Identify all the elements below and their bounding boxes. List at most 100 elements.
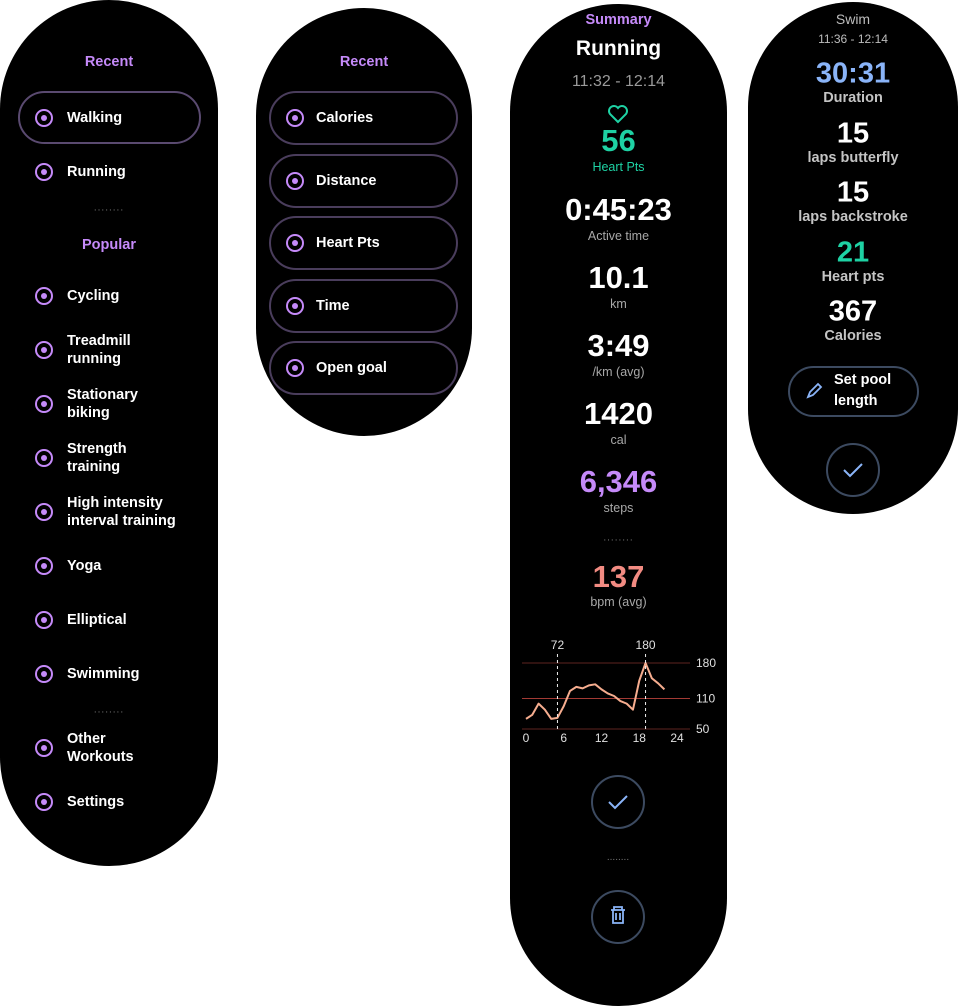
summary-screen: ........ Summary Running 11:32 - 12:14 56 He… xyxy=(510,4,727,1006)
stat-label: cal xyxy=(610,433,627,447)
icon-dot xyxy=(41,115,47,121)
icon-shape xyxy=(35,287,53,305)
icon xyxy=(35,109,53,127)
icon-shape xyxy=(286,171,304,190)
item-label: Stationary biking xyxy=(67,387,138,421)
icon-shape xyxy=(35,341,53,359)
section-title: Popular xyxy=(82,237,136,253)
icon xyxy=(286,234,304,252)
goal-button-outline[interactable] xyxy=(269,153,458,208)
goal-button-outline[interactable] xyxy=(269,341,458,395)
stat-value: 137 xyxy=(592,559,645,594)
icon xyxy=(35,163,53,181)
x-tick-label: 18 xyxy=(633,731,647,745)
icon xyxy=(286,109,304,127)
icon-shape xyxy=(286,234,304,252)
check-icon xyxy=(843,463,863,478)
icon-shape xyxy=(35,449,53,467)
check-icon xyxy=(608,795,628,810)
x-tick-label: 0 xyxy=(523,731,530,745)
divider: ........ xyxy=(607,852,629,863)
icon-dot xyxy=(41,293,47,299)
stat-value: 56 xyxy=(601,123,636,158)
stat-label: bpm (avg) xyxy=(590,595,647,609)
icon-shape xyxy=(35,739,53,757)
stat-value: 30:31 xyxy=(815,57,891,90)
divider: ........ xyxy=(93,704,125,716)
stat-value: 0:45:23 xyxy=(565,192,672,227)
goal-button-outline[interactable] xyxy=(269,278,458,333)
divider: ........ xyxy=(93,202,125,214)
confirm-button[interactable] xyxy=(826,443,880,497)
stat-label: Heart pts xyxy=(821,268,885,285)
item-label: Running xyxy=(67,164,126,180)
section-title: Recent xyxy=(84,54,134,70)
time-range: 11:32 - 12:14 xyxy=(571,73,666,90)
stat-label: Heart Pts xyxy=(592,160,645,174)
goal-label: Time xyxy=(316,297,350,314)
annotation-label: 72 xyxy=(551,638,565,652)
icon xyxy=(35,395,53,413)
icon-shape xyxy=(35,665,53,683)
divider: ........ xyxy=(603,532,634,544)
stat-label: laps butterfly xyxy=(807,149,899,166)
summary-label: Summary xyxy=(585,12,652,28)
x-tick-label: 12 xyxy=(595,731,609,745)
icon xyxy=(35,793,53,811)
swim-screen: Swim 11:36 - 12:14 30:31 Duration 15 laps but… xyxy=(748,2,958,514)
pool-button-outline[interactable] xyxy=(788,366,919,417)
icon-shape xyxy=(35,503,53,521)
stat-value: 15 xyxy=(836,176,870,209)
stat-label: steps xyxy=(603,501,634,515)
item-label: High intensity interval training xyxy=(67,495,176,529)
delete-button[interactable] xyxy=(591,890,645,944)
stat-value: 367 xyxy=(828,295,878,328)
icon-dot xyxy=(292,177,298,184)
icon xyxy=(35,287,53,305)
icon-dot xyxy=(41,563,47,569)
heart-icon xyxy=(608,105,628,124)
item-label: Cycling xyxy=(67,288,120,304)
goal-label: Distance xyxy=(316,172,377,189)
icon-shape xyxy=(35,109,53,127)
icon-dot xyxy=(41,799,47,805)
goal-button-outline[interactable] xyxy=(269,91,458,145)
activity-name: Swim xyxy=(835,11,871,27)
activity-screen: Recent Walking Running........ Popular Cycli… xyxy=(0,0,218,866)
section-title: Recent xyxy=(339,54,389,70)
goal-button-outline[interactable] xyxy=(269,216,458,270)
pool-button-label: Set pool length xyxy=(834,372,892,409)
pencil-shape xyxy=(806,382,823,399)
icon-dot xyxy=(292,365,298,371)
stat-label: laps backstroke xyxy=(798,209,908,225)
stat-value: 10.1 xyxy=(588,260,649,295)
heart-rate-chart: 50 110 180 0 6 12 18 24 72 180 xyxy=(522,638,716,745)
item-label: Other Workouts xyxy=(67,731,134,765)
icon-shape xyxy=(35,793,53,811)
goal-screen: Recent Calories Distance Heart Pts Time Open … xyxy=(256,8,472,436)
confirm-button[interactable] xyxy=(591,775,645,829)
stat-label: /km (avg) xyxy=(592,365,645,379)
annotation-label: 180 xyxy=(636,638,656,652)
selected-outline xyxy=(18,91,201,144)
icon-dot xyxy=(41,169,47,175)
icon-shape xyxy=(286,296,304,315)
icon-dot xyxy=(41,745,47,751)
stat-value: 15 xyxy=(836,117,870,149)
icon xyxy=(286,296,304,315)
trash-icon xyxy=(611,906,625,924)
goal-label: Heart Pts xyxy=(316,235,380,251)
icon xyxy=(286,171,304,190)
icon xyxy=(35,449,53,467)
x-tick-label: 24 xyxy=(670,731,684,745)
item-label: Swimming xyxy=(67,666,140,682)
stat-label: km xyxy=(610,297,627,311)
goal-label: Calories xyxy=(316,110,374,126)
icon-dot xyxy=(41,671,47,677)
icon-dot xyxy=(292,115,298,121)
icon-dot xyxy=(41,347,47,353)
stat-value: 21 xyxy=(836,236,870,268)
item-label: Elliptical xyxy=(67,612,127,628)
stat-label: Duration xyxy=(823,90,883,106)
